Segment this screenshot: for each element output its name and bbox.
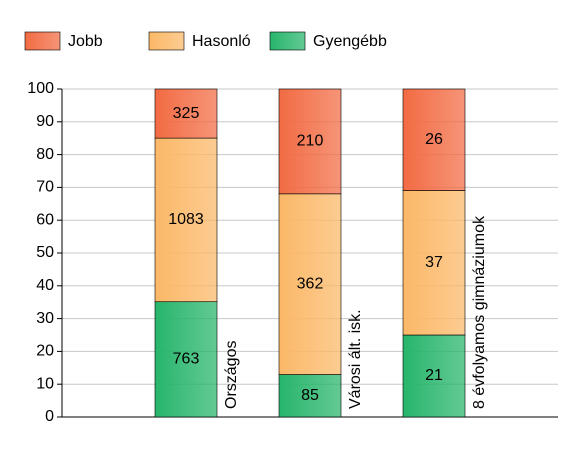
y-tick-label: 80 xyxy=(36,146,54,163)
bar-segment xyxy=(402,334,466,418)
y-tick-label: 60 xyxy=(36,211,54,228)
bar-segment xyxy=(278,88,342,195)
bar-segment xyxy=(154,88,218,139)
y-tick-label: 40 xyxy=(36,277,54,294)
x-tick-label: Városi ált. isk. xyxy=(347,309,364,409)
y-tick-label: 10 xyxy=(36,375,54,392)
data-label: 362 xyxy=(297,275,324,292)
bar-segment xyxy=(278,193,342,375)
legend-swatch xyxy=(24,31,61,51)
y-tick-label: 30 xyxy=(36,310,54,327)
x-tick-label: Országos xyxy=(223,341,240,409)
data-label: 210 xyxy=(297,133,324,150)
y-tick-label: 100 xyxy=(27,80,54,97)
legend-label: Jobb xyxy=(68,33,103,50)
legend-label: Hasonló xyxy=(192,33,251,50)
data-label: 37 xyxy=(425,254,443,271)
legend-swatch xyxy=(269,31,306,51)
bar-segment xyxy=(154,137,218,303)
y-tick-label: 90 xyxy=(36,113,54,130)
y-tick-label: 0 xyxy=(45,408,54,425)
data-label: 1083 xyxy=(168,211,204,228)
data-label: 325 xyxy=(173,105,200,122)
data-label: 85 xyxy=(301,387,319,404)
x-tick-label: 8 évfolyamos gimnáziumok xyxy=(471,215,488,409)
y-tick-label: 20 xyxy=(36,343,54,360)
bar-segment xyxy=(402,190,466,336)
bar-segment xyxy=(402,88,466,191)
y-tick-label: 70 xyxy=(36,179,54,196)
legend-label: Gyengébb xyxy=(313,33,387,50)
data-label: 21 xyxy=(425,367,443,384)
legend-swatch xyxy=(148,31,185,51)
data-label: 26 xyxy=(425,131,443,148)
bar-segment xyxy=(154,301,218,418)
y-tick-label: 50 xyxy=(36,244,54,261)
data-label: 763 xyxy=(173,351,200,368)
